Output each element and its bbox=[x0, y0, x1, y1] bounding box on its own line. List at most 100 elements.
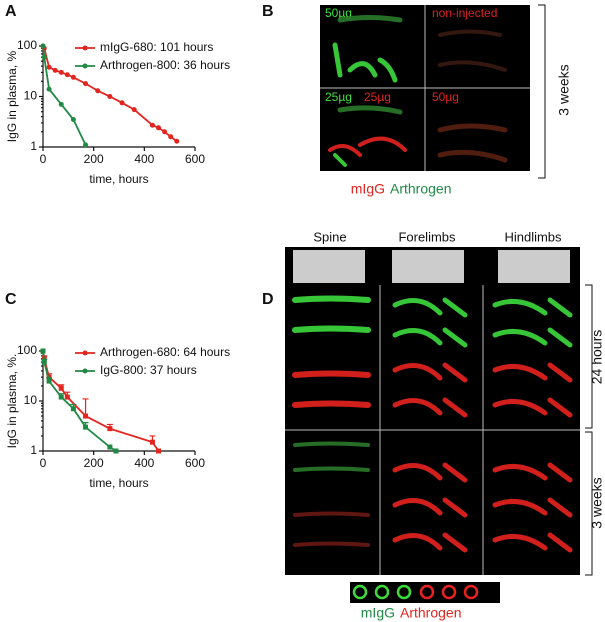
tissue bbox=[392, 297, 468, 318]
x-tick-label: 200 bbox=[84, 152, 104, 166]
legend-label: Arthrogen-680: 64 hours bbox=[100, 345, 230, 359]
image-label: 25µg bbox=[364, 90, 391, 104]
image-label: non-injected bbox=[432, 6, 497, 20]
marker bbox=[162, 129, 168, 135]
vial bbox=[463, 584, 479, 600]
legend-label: mIgG bbox=[351, 181, 385, 197]
marker bbox=[149, 122, 155, 128]
tissue bbox=[492, 532, 573, 553]
legend-marker bbox=[82, 368, 88, 374]
legend-label: Arthrogen bbox=[390, 181, 451, 197]
series-line bbox=[42, 350, 117, 452]
marker bbox=[40, 43, 46, 49]
marker bbox=[156, 125, 162, 131]
marker bbox=[46, 86, 52, 92]
tissue bbox=[392, 497, 468, 518]
vial bbox=[396, 584, 412, 600]
marker bbox=[70, 74, 76, 80]
y-tick-label: 10 bbox=[24, 89, 38, 103]
time-label: 24 hours bbox=[589, 330, 605, 384]
marker bbox=[83, 413, 89, 419]
marker bbox=[113, 448, 119, 454]
series-line bbox=[42, 45, 87, 146]
marker bbox=[131, 107, 137, 113]
tissue bbox=[492, 327, 573, 348]
tissue bbox=[332, 42, 398, 83]
vial-strip bbox=[350, 582, 500, 603]
marker bbox=[58, 394, 64, 400]
tissue bbox=[292, 370, 371, 378]
legend-marker bbox=[82, 45, 88, 51]
bracket bbox=[585, 284, 593, 429]
x-tick-label: 0 bbox=[40, 152, 47, 166]
image-label: 50µg bbox=[432, 90, 459, 104]
marker bbox=[52, 67, 58, 73]
legend-label: mIgG bbox=[361, 605, 395, 621]
marker bbox=[174, 138, 180, 144]
marker bbox=[107, 444, 113, 450]
y-tick-label: 1 bbox=[30, 139, 37, 153]
bracket bbox=[538, 4, 546, 179]
marker bbox=[119, 100, 125, 106]
marker bbox=[95, 88, 101, 94]
marker bbox=[70, 406, 76, 412]
photo bbox=[392, 250, 464, 283]
x-tick-label: 400 bbox=[134, 456, 154, 470]
legend-label: Arthrogen-800: 36 hours bbox=[100, 58, 230, 72]
x-axis-label: time, hours bbox=[89, 172, 148, 186]
marker bbox=[83, 142, 89, 148]
marker bbox=[40, 348, 46, 354]
marker bbox=[156, 448, 162, 454]
tissue bbox=[392, 397, 468, 418]
x-axis-label: time, hours bbox=[89, 476, 148, 490]
tissue bbox=[392, 532, 468, 553]
vial bbox=[352, 584, 368, 600]
panel-label: A bbox=[5, 3, 17, 20]
legend-label: IgG-800: 37 hours bbox=[100, 363, 197, 377]
bracket bbox=[585, 431, 593, 576]
tissue bbox=[392, 462, 468, 483]
vial bbox=[441, 584, 457, 600]
vial bbox=[419, 584, 435, 600]
panel-label: D bbox=[262, 291, 274, 308]
marker bbox=[107, 94, 113, 99]
x-tick-label: 400 bbox=[134, 152, 154, 166]
column-label: Forelimbs bbox=[398, 229, 456, 244]
tissue bbox=[392, 327, 468, 348]
marker bbox=[168, 134, 174, 140]
x-tick-label: 600 bbox=[185, 152, 205, 166]
error-bar bbox=[82, 398, 89, 417]
marker bbox=[58, 101, 64, 107]
tissue bbox=[337, 15, 403, 23]
tissue bbox=[492, 497, 573, 518]
tissue bbox=[293, 541, 370, 547]
marker bbox=[70, 117, 76, 123]
x-tick-label: 200 bbox=[84, 456, 104, 470]
tissue bbox=[292, 295, 371, 303]
photo bbox=[293, 250, 365, 283]
time-label: 3 weeks bbox=[589, 477, 605, 528]
marker bbox=[41, 359, 47, 365]
marker bbox=[83, 424, 89, 430]
y-axis-label: IgG in plasma, %. bbox=[5, 354, 19, 449]
panel-label: C bbox=[5, 291, 17, 308]
legend-marker bbox=[82, 350, 88, 356]
tissue bbox=[292, 400, 371, 408]
y-axis-label: IgG in plasma, % bbox=[5, 50, 19, 142]
marker bbox=[149, 439, 155, 445]
x-tick-label: 0 bbox=[40, 456, 47, 470]
column-label: Spine bbox=[313, 229, 346, 244]
marker bbox=[58, 385, 64, 391]
tissue bbox=[337, 105, 403, 115]
marker bbox=[107, 426, 113, 432]
marker bbox=[46, 64, 52, 70]
tissue bbox=[328, 136, 407, 157]
legend-marker bbox=[82, 63, 88, 69]
y-tick-label: 100 bbox=[17, 343, 37, 357]
tissue bbox=[292, 325, 371, 333]
tissue bbox=[492, 297, 573, 318]
tissue bbox=[293, 441, 370, 447]
image-label: 50µg bbox=[325, 6, 352, 20]
